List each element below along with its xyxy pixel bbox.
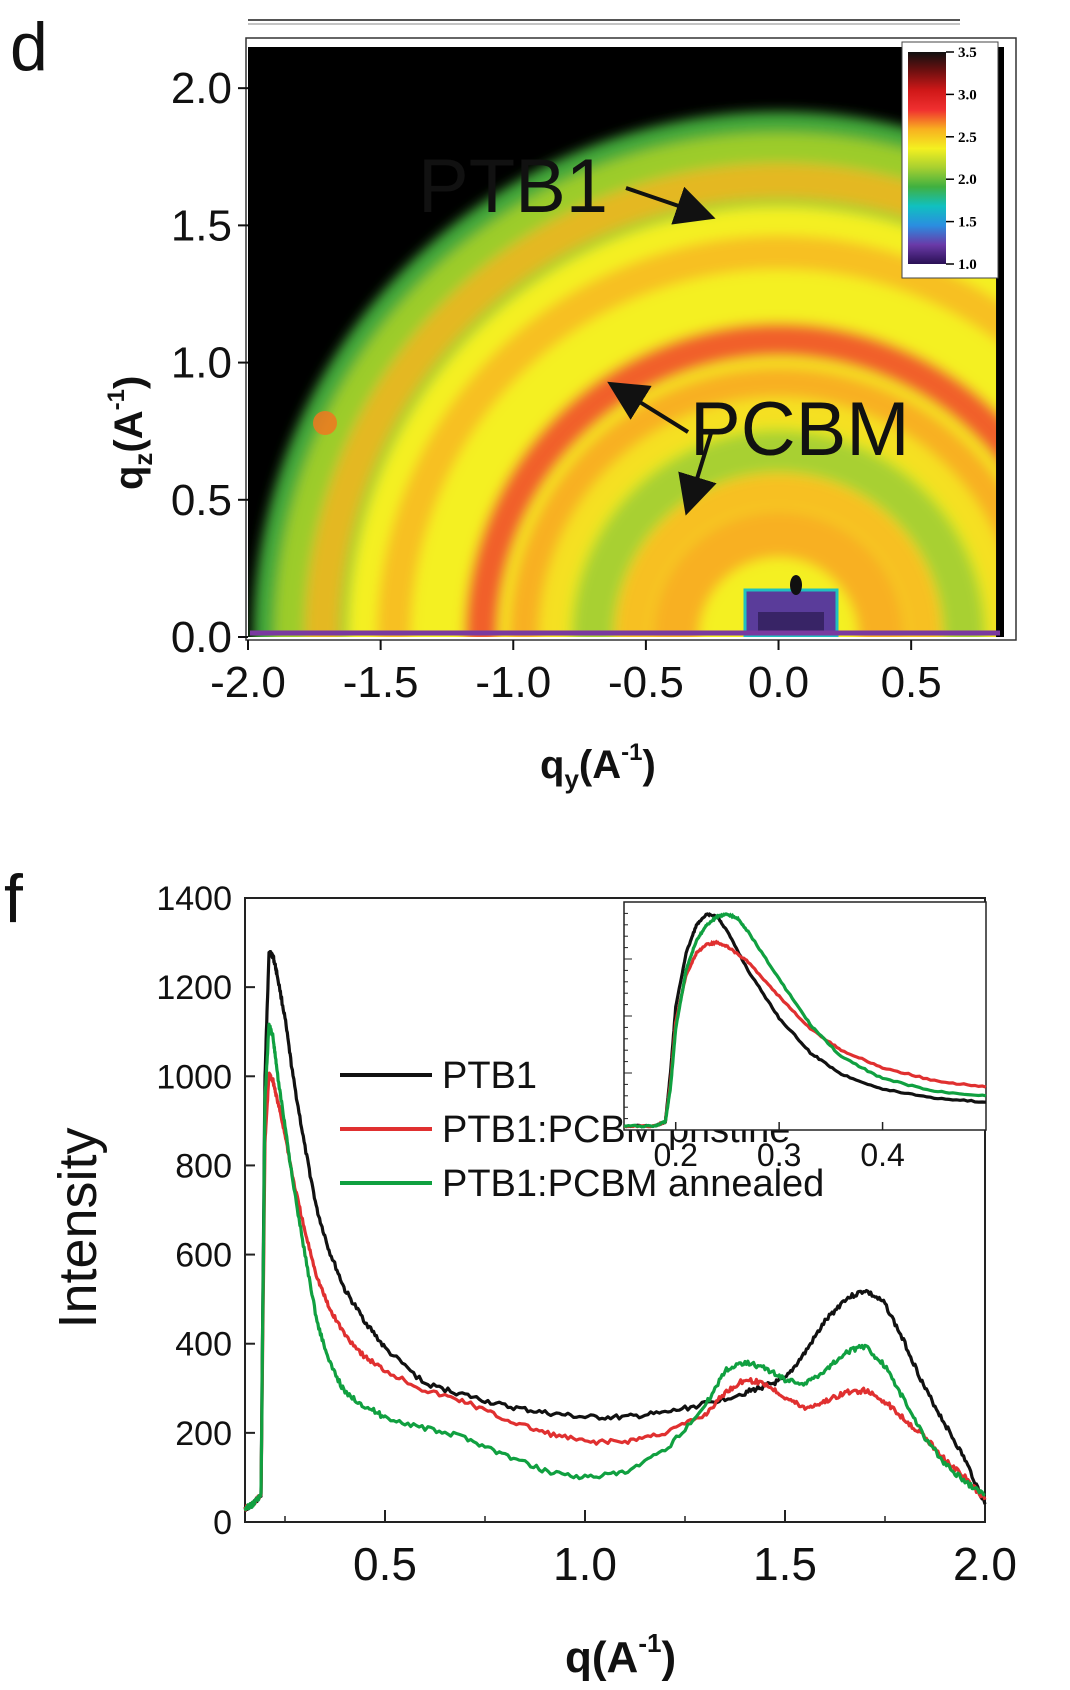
f-y-tick-label: 400: [175, 1326, 232, 1364]
d-y-tick-label: 2.0: [171, 64, 232, 113]
f-xlabel-unit: (A: [592, 1633, 638, 1682]
d-xlabel-q: q: [540, 743, 564, 787]
panel-d-letter: d: [10, 9, 48, 85]
direct-beam-spot: [790, 575, 802, 595]
f-xlabel-close: ): [661, 1633, 676, 1682]
f-axes: 0.5 1.0 1.5 2.0 0 200 400 600 800 1000 1200 1400: [156, 880, 1017, 1590]
d-x-tick-label: -2.0: [210, 658, 286, 707]
colorbar-tick-label: 2.0: [958, 172, 977, 188]
arrow-pcbm-1: [607, 381, 690, 434]
d-y-tick-label: 0.0: [171, 613, 232, 662]
f-y-tick-label: 600: [175, 1237, 232, 1275]
d-ylabel-sub: z: [128, 453, 158, 466]
right-shadow: [996, 47, 1004, 637]
heatmap-axes: -2.0 -1.5 -1.0 -0.5 0.0 0.5 0.0 0.5 1.0 1.5 2.0: [171, 64, 942, 707]
f-y-tick-label: 200: [175, 1415, 232, 1453]
d-x-tick-label: 0.5: [881, 658, 942, 707]
inset-x-tick-label: 0.3: [757, 1137, 801, 1173]
annotation-pcbm: PCBM: [690, 387, 910, 472]
f-y-axis-title: Intensity: [48, 1127, 108, 1328]
f-y-tick-label: 1000: [156, 1058, 232, 1096]
inset-x-tick-label: 0.2: [653, 1137, 697, 1173]
d-x-tick-label: 0.0: [748, 658, 809, 707]
f-xlabel-exp: -1: [638, 1628, 661, 1658]
f-y-tick-label: 1200: [156, 969, 232, 1007]
d-xlabel-unit: (A: [579, 743, 621, 787]
d-y-axis-title: qz(A-1): [103, 376, 158, 490]
arrow-pcbm-2: [678, 429, 717, 516]
f-y-tick-label: 0: [213, 1504, 232, 1542]
colorbar-tick-label: 3.5: [958, 45, 977, 61]
d-x-tick-label: -0.5: [608, 658, 684, 707]
panel-f-letter: f: [4, 861, 23, 937]
d-y-tick-label: 0.5: [171, 476, 232, 525]
ring-2: [377, 235, 1004, 637]
series-line-1: [244, 950, 987, 1513]
f-plot-frame: [244, 897, 986, 1523]
d-x-axis-title: qy(A-1): [540, 739, 656, 794]
f-y-tick-label: 1400: [156, 880, 232, 918]
inset-x-tick-label: 0.4: [860, 1137, 904, 1173]
d-xlabel-close: ): [642, 743, 655, 787]
series-line-2: [243, 1071, 987, 1512]
d-ylabel-unit: (A: [107, 410, 151, 452]
ring-3: [464, 322, 1004, 637]
ring-1: [305, 163, 1004, 637]
hot-spot: [313, 411, 337, 435]
f-x-tick-label: 0.5: [353, 1538, 417, 1590]
f-x-tick-label: 1.0: [553, 1538, 617, 1590]
f-x-tick-label: 1.5: [753, 1538, 817, 1590]
inset-series-line-3: [623, 912, 987, 1129]
f-x-axis-title: q(A-1): [565, 1628, 676, 1682]
d-x-tick-label: -1.5: [343, 658, 419, 707]
panel-d: 3.5 3.0 2.5 2.0 1.5 1.0 -2.0 -1.5 -1.0 -0.5 0.0 0.…: [103, 37, 1017, 794]
legend-label-3: PTB1:PCBM annealed: [442, 1163, 824, 1205]
colorbar-tick-label: 1.0: [958, 257, 977, 273]
f-xlabel-q: q: [565, 1633, 592, 1682]
d-ylabel-close: ): [107, 376, 151, 389]
arrow-ptb1: [625, 186, 716, 225]
d-x-tick-label: -1.0: [475, 658, 551, 707]
colorbar: 3.5 3.0 2.5 2.0 1.5 1.0: [901, 41, 999, 279]
colorbar-strip: [908, 52, 946, 264]
panel-f: 0.5 1.0 1.5 2.0 0 200 400 600 800 1000 1200 1400 PT…: [48, 880, 1017, 1682]
svg-text:qy(A-1): qy(A-1): [540, 739, 656, 794]
colorbar-tick-label: 2.5: [958, 130, 977, 146]
f-series: [243, 950, 987, 1513]
legend-label-1: PTB1: [442, 1055, 537, 1097]
inset: 0.2 0.3 0.4: [623, 901, 987, 1173]
ring-4: [538, 397, 1004, 637]
ring-5: [615, 474, 942, 637]
annotation-ptb1: PTB1: [418, 144, 608, 229]
series-line-3: [243, 1022, 986, 1512]
d-xlabel-sub: y: [564, 764, 579, 794]
d-y-tick-label: 1.5: [171, 201, 232, 250]
d-y-tick-label: 1.0: [171, 339, 232, 388]
svg-text:qz(A-1): qz(A-1): [103, 376, 158, 490]
f-y-tick-label: 800: [175, 1147, 232, 1185]
f-x-tick-label: 2.0: [953, 1538, 1017, 1590]
colorbar-tick-label: 1.5: [958, 215, 977, 231]
d-xlabel-exp: -1: [621, 739, 642, 766]
beamstop-inner: [758, 612, 824, 634]
d-ylabel-exp: -1: [103, 389, 130, 410]
colorbar-tick-label: 3.0: [958, 87, 977, 103]
d-ylabel-q: q: [107, 466, 151, 490]
